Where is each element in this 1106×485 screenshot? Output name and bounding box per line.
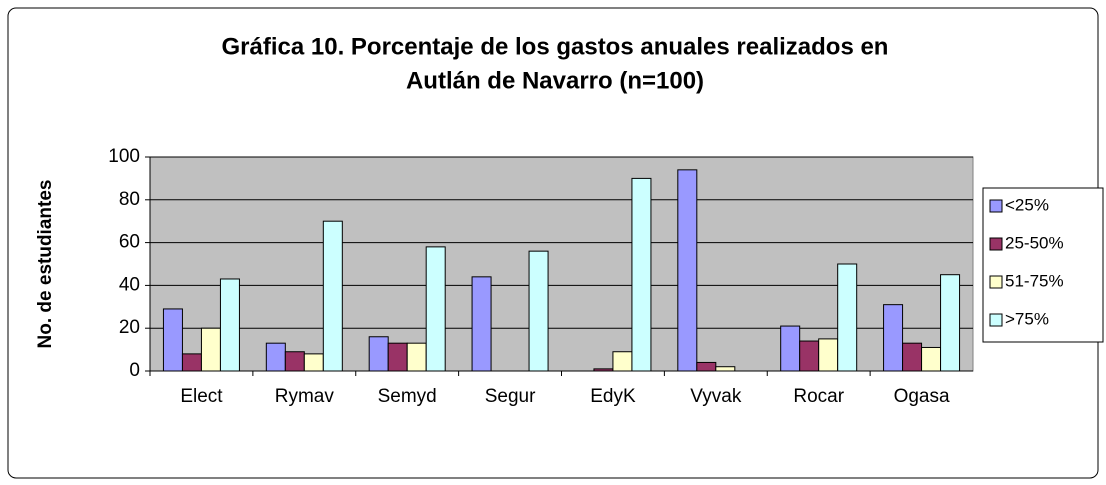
bar [425, 246, 446, 372]
bar [883, 304, 904, 372]
x-tick-label: Rocar [793, 386, 844, 407]
bar [162, 308, 183, 372]
legend-label: 51-75% [1005, 271, 1064, 290]
bar [780, 325, 801, 372]
bar [387, 342, 408, 372]
bar [696, 361, 717, 372]
bar [677, 169, 698, 372]
bar [303, 353, 324, 372]
bar [406, 342, 427, 372]
legend [982, 187, 1104, 343]
x-tick-label: EdyK [590, 386, 636, 407]
bar [612, 351, 633, 372]
x-tick-label: Vyvak [690, 386, 742, 407]
y-axis-label: No. de estudiantes [35, 180, 56, 349]
x-tick-label: Semyd [378, 386, 437, 407]
bar [902, 342, 923, 372]
plot-area [149, 156, 974, 372]
bar [940, 274, 961, 372]
bar [322, 220, 343, 372]
bar [200, 327, 221, 372]
y-tick-label: 0 [129, 360, 140, 381]
legend-label: >75% [1005, 309, 1049, 328]
y-tick-label: 80 [119, 189, 140, 210]
bar [818, 338, 839, 372]
legend-swatch [989, 237, 1003, 251]
y-tick-label: 100 [108, 146, 140, 167]
bar [715, 366, 736, 372]
chart-title: Gráfica 10. Porcentaje de los gastos anu… [222, 33, 889, 60]
legend-label: 25-50% [1005, 233, 1064, 252]
bar [631, 177, 652, 372]
bar [368, 336, 389, 372]
bar [471, 276, 492, 372]
bar [528, 250, 549, 372]
x-tick-label: Rymav [275, 386, 335, 407]
legend-swatch [989, 199, 1003, 213]
x-tick-label: Ogasa [894, 386, 950, 407]
bar [265, 342, 286, 372]
bar [799, 340, 820, 372]
bar [593, 368, 614, 372]
bar [284, 351, 305, 372]
x-tick-label: Elect [180, 386, 223, 407]
legend-swatch [989, 313, 1003, 327]
x-tick-label: Segur [485, 386, 536, 407]
legend-swatch [989, 275, 1003, 289]
y-tick-label: 60 [119, 232, 140, 253]
bar [921, 346, 942, 372]
legend-label: <25% [1005, 195, 1049, 214]
y-tick-label: 20 [119, 317, 140, 338]
bar [219, 278, 240, 372]
bar [181, 353, 202, 372]
chart-title: Autlán de Navarro (n=100) [406, 67, 704, 94]
bar [837, 263, 858, 372]
y-tick-label: 40 [119, 274, 140, 295]
